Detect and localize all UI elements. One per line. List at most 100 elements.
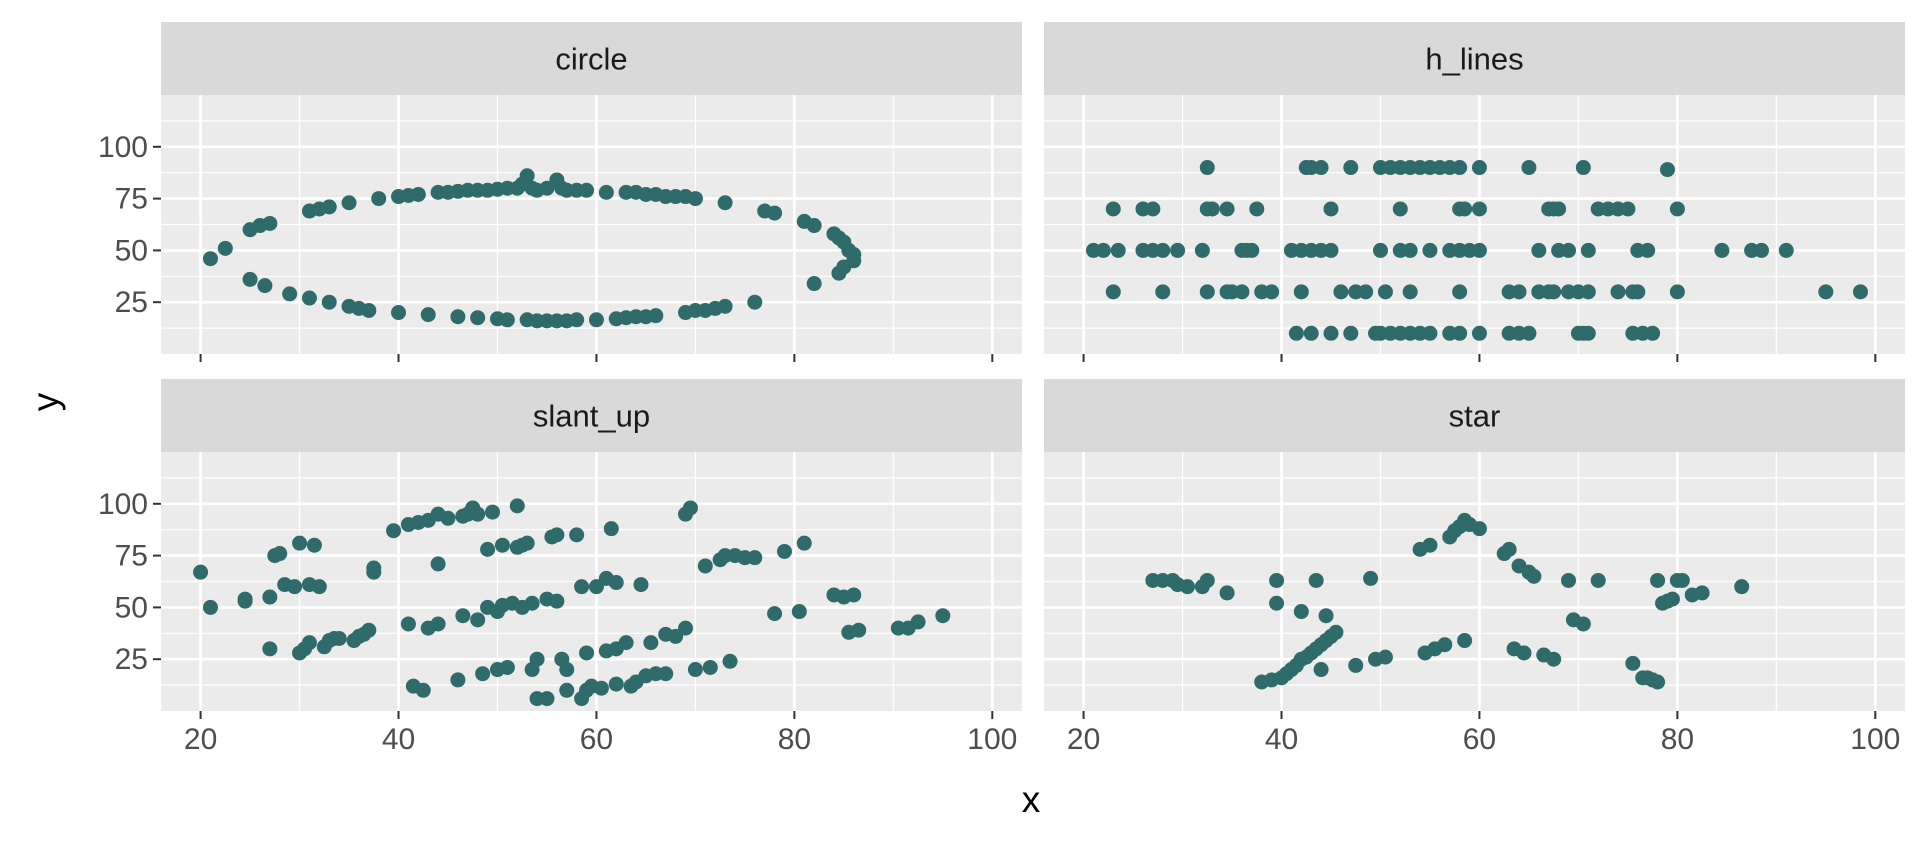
data-point [1471, 160, 1487, 176]
data-point [1293, 284, 1309, 300]
data-point [1402, 242, 1418, 258]
data-point [1313, 662, 1329, 678]
data-point [1526, 568, 1542, 584]
data-point [386, 523, 402, 539]
data-point [331, 630, 347, 646]
data-point [371, 191, 387, 207]
facet-panel-star: star 20 40 60 80 100 [1044, 379, 1905, 756]
data-point [1348, 657, 1364, 673]
data-point [475, 666, 491, 682]
data-point [559, 662, 575, 678]
data-point [588, 312, 604, 328]
data-point [588, 579, 604, 595]
data-point [1669, 201, 1685, 217]
data-point [519, 535, 535, 551]
facet-strip-label: star [1449, 399, 1501, 434]
data-point [1640, 242, 1656, 258]
data-point [1590, 572, 1606, 588]
data-point [767, 205, 783, 221]
facet-strip-label: slant_up [533, 399, 650, 434]
data-point [559, 682, 575, 698]
data-point [579, 182, 595, 198]
data-point [1754, 242, 1769, 258]
data-point [1343, 160, 1359, 176]
data-point [1392, 201, 1408, 217]
data-point [1546, 651, 1562, 667]
data-point [796, 535, 812, 551]
data-point [1199, 284, 1215, 300]
data-point [1244, 242, 1260, 258]
x-tick-label: 60 [1463, 723, 1496, 756]
data-point [579, 645, 595, 661]
data-point [1669, 284, 1685, 300]
data-point [440, 510, 456, 526]
data-point [1323, 242, 1339, 258]
data-point [242, 271, 258, 287]
data-point [1318, 608, 1334, 624]
data-point [262, 589, 278, 605]
data-point [1363, 570, 1379, 586]
data-point [529, 651, 545, 667]
data-point [1269, 595, 1285, 611]
data-point [509, 498, 525, 514]
x-tick-label: 20 [184, 723, 217, 756]
data-point [747, 550, 763, 566]
data-point [1471, 325, 1487, 341]
data-point [1457, 633, 1473, 649]
x-tick-label: 20 [1067, 723, 1100, 756]
data-point [1625, 655, 1641, 671]
y-tick-label: 75 [115, 183, 148, 216]
data-point [1204, 201, 1220, 217]
data-point [1664, 591, 1680, 607]
data-point [470, 310, 486, 326]
data-point [1180, 579, 1195, 595]
data-point [272, 546, 288, 562]
data-point [697, 558, 713, 574]
data-point [1170, 242, 1186, 258]
data-point [1452, 160, 1468, 176]
data-point [1358, 284, 1374, 300]
data-point [450, 309, 466, 325]
data-point [1575, 616, 1591, 632]
data-point [1249, 201, 1265, 217]
facet-panel-slant_up: slant_up 25 50 75 100 20 40 60 80 100 [98, 379, 1022, 756]
data-point [648, 308, 664, 324]
data-point [321, 199, 337, 215]
data-point [658, 666, 674, 682]
x-tick-label: 80 [778, 723, 811, 756]
data-point [1155, 242, 1171, 258]
facet-strip-label: circle [555, 42, 627, 77]
data-point [480, 541, 496, 557]
data-point [668, 628, 684, 644]
x-axis-title: x [1022, 779, 1041, 820]
y-tick-label: 75 [115, 540, 148, 573]
data-point [1650, 674, 1666, 690]
data-point [791, 604, 807, 620]
data-point [1501, 541, 1517, 557]
y-tick-label: 50 [115, 234, 148, 267]
data-point [1377, 649, 1393, 665]
data-point [1452, 325, 1468, 341]
data-point [1199, 572, 1215, 588]
data-point [494, 537, 510, 553]
data-point [262, 215, 278, 231]
data-point [593, 680, 609, 696]
y-tick-label: 50 [115, 591, 148, 624]
data-point [1437, 637, 1453, 653]
data-point [1293, 604, 1309, 620]
data-point [1457, 201, 1473, 217]
data-point [1323, 201, 1339, 217]
data-point [846, 587, 862, 603]
data-point [1580, 284, 1596, 300]
data-point [549, 593, 565, 609]
data-point [1471, 521, 1487, 537]
data-point [202, 599, 218, 615]
data-point [678, 620, 694, 636]
data-point [1580, 242, 1596, 258]
data-point [366, 564, 382, 580]
data-point [1818, 284, 1834, 300]
data-point [1264, 284, 1280, 300]
data-point [287, 579, 303, 595]
data-point [400, 616, 416, 632]
